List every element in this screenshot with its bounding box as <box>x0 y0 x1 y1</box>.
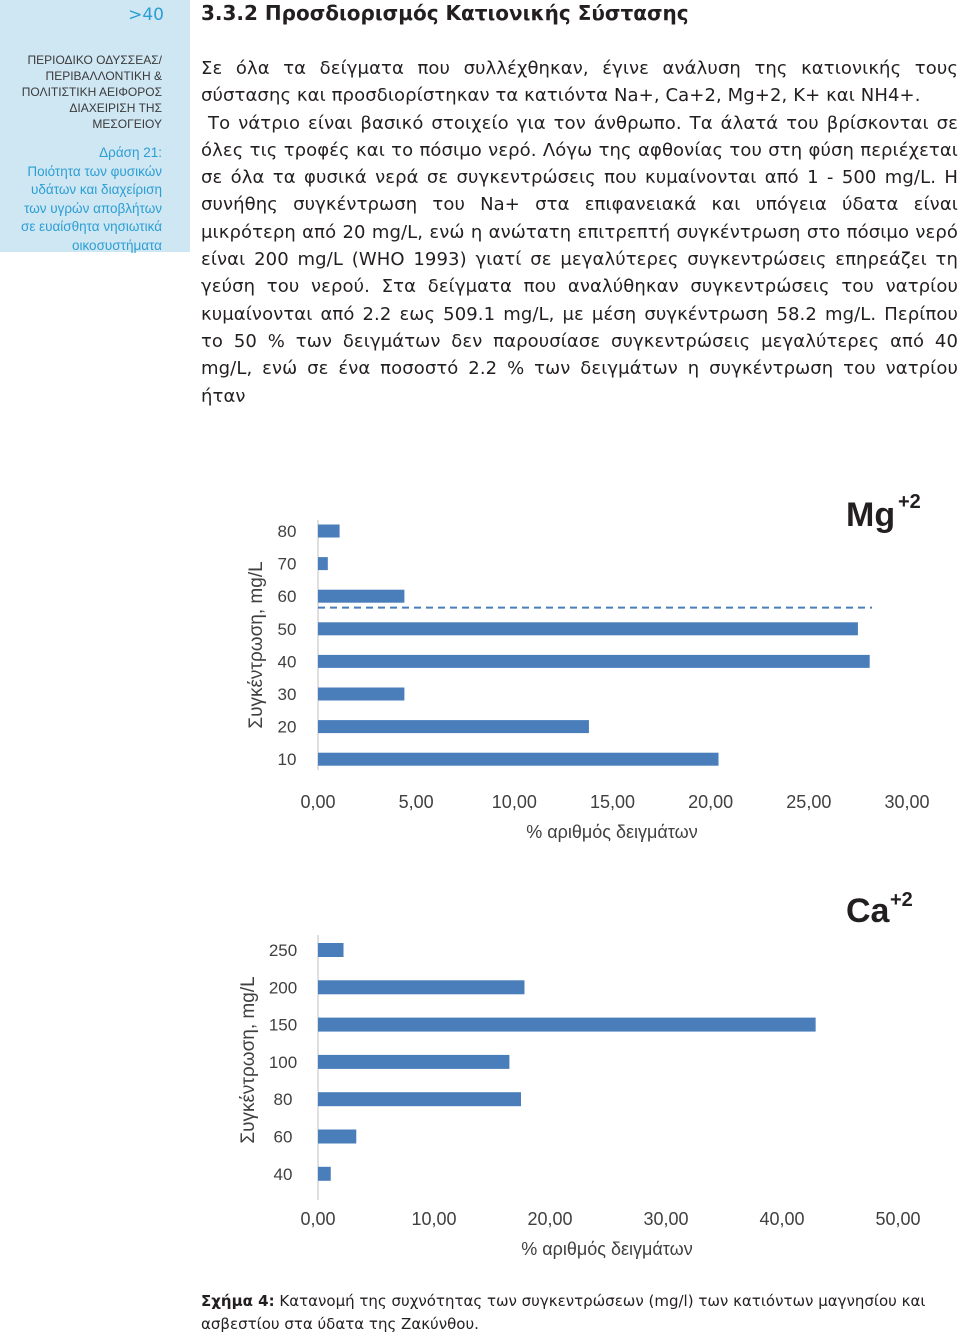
x-tick-label: 30,00 <box>643 1209 688 1229</box>
y-tick-label: 200 <box>269 978 297 997</box>
x-axis-label: % αριθμός δειγμάτων <box>521 1239 692 1259</box>
bar <box>318 1017 816 1032</box>
y-tick-label: 20 <box>278 718 297 737</box>
action-line: Ποιότητα των φυσικών <box>27 163 162 179</box>
bar <box>318 654 870 668</box>
bar <box>318 1129 357 1144</box>
x-tick-label: 0,00 <box>300 792 335 812</box>
bar <box>318 980 525 995</box>
x-tick-label: 40,00 <box>759 1209 804 1229</box>
y-tick-label: 60 <box>274 1128 293 1147</box>
x-tick-label: 10,00 <box>492 792 537 812</box>
y-tick-label: 40 <box>278 652 297 671</box>
y-tick-label: 30 <box>278 685 297 704</box>
chart-title-superscript: +2 <box>898 491 921 513</box>
journal-title: ΠΕΡΙΟΔΙΚΟ ΟΔΥΣΣΕΑΣ/ ΠΕΡΙΒΑΛΛΟΝΤΙΚΗ & ΠΟΛ… <box>0 52 162 132</box>
bar <box>318 943 344 957</box>
x-tick-label: 30,00 <box>884 792 929 812</box>
bar <box>318 524 340 538</box>
y-tick-label: 250 <box>269 941 297 960</box>
paragraph: Το νάτριο είναι βασικό στοιχείο για τον … <box>201 112 958 407</box>
chart-title: Ca <box>846 892 891 930</box>
y-tick-label: 100 <box>269 1053 297 1072</box>
y-tick-label: 50 <box>278 620 297 639</box>
y-tick-label: 150 <box>269 1016 297 1035</box>
magnesium-chart: 80 70 60 50 40 30 20 10 0,00 5,00 10,00 15,00 20,00 2… <box>246 491 930 842</box>
x-tick-label: 20,00 <box>527 1209 572 1229</box>
page-number: >40 <box>0 0 190 30</box>
body-text: Σε όλα τα δείγματα που συλλέχθηκαν, έγιν… <box>201 55 958 410</box>
action-line: σε ευαίσθητα νησιωτικά <box>20 219 162 234</box>
bar <box>318 557 328 571</box>
x-axis-label: % αριθμός δειγμάτων <box>526 822 697 842</box>
journal-line: ΠΕΡΙΒΑΛΛΟΝΤΙΚΗ & <box>45 69 162 83</box>
x-tick-label: 25,00 <box>786 792 831 812</box>
section-title: 3.3.2 Προσδιορισμός Κατιονικής Σύστασης <box>201 1 689 25</box>
y-tick-label: 80 <box>274 1090 293 1109</box>
chart-title-superscript: +2 <box>890 889 913 911</box>
journal-line: ΠΕΡΙΟΔΙΚΟ ΟΔΥΣΣΕΑΣ/ <box>27 53 162 67</box>
bar <box>318 1166 331 1181</box>
x-tick-label: 20,00 <box>688 792 733 812</box>
y-tick-label: 70 <box>278 555 297 574</box>
y-tick-label: 60 <box>278 587 297 606</box>
caption-text: Κατανομή της συχνότητας των συγκεντρώσεω… <box>201 1292 926 1333</box>
bar <box>318 1054 510 1069</box>
bar <box>318 752 719 766</box>
y-tick-label: 40 <box>274 1165 293 1184</box>
paragraph: Σε όλα τα δείγματα που συλλέχθηκαν, έγιν… <box>201 58 958 107</box>
action-line: υδάτων και διαχείριση <box>31 182 162 197</box>
caption-label: Σχήμα 4: <box>201 1292 275 1310</box>
bar <box>318 687 405 701</box>
chart-title: Mg <box>846 496 895 534</box>
y-tick-label: 80 <box>278 522 297 541</box>
bar <box>318 622 858 636</box>
bar <box>318 720 589 734</box>
y-axis-label: Συγκέντρωση, mg/L <box>238 976 259 1143</box>
sidebar: ΠΕΡΙΟΔΙΚΟ ΟΔΥΣΣΕΑΣ/ ΠΕΡΙΒΑΛΛΟΝΤΙΚΗ & ΠΟΛ… <box>0 30 190 255</box>
action-line: των υγρών αποβλήτων <box>24 200 162 216</box>
figure-caption: Σχήμα 4: Κατανομή της συχνότητας των συγ… <box>201 1290 958 1336</box>
x-tick-label: 10,00 <box>411 1209 456 1229</box>
bar <box>318 589 405 603</box>
calcium-chart: 250 200 150 100 80 60 40 0,00 10,00 20,00 30,00 40,… <box>238 889 921 1259</box>
x-tick-label: 50,00 <box>875 1209 920 1229</box>
x-tick-label: 5,00 <box>399 792 434 812</box>
action-line: οικοσυστήματα <box>71 237 162 253</box>
bar <box>318 1092 521 1107</box>
page-header: >40 3.3.2 Προσδιορισμός Κατιονικής Σύστα… <box>0 0 960 30</box>
y-tick-label: 10 <box>278 750 297 769</box>
y-axis-label: Συγκέντρωση, mg/L <box>246 561 267 728</box>
action-line: Δράση 21: <box>99 145 162 160</box>
x-tick-label: 0,00 <box>300 1209 335 1229</box>
journal-line: ΠΟΛΙΤΙΣΤΙΚΗ ΑΕΙΦΟΡΟΣ <box>21 85 162 99</box>
action-title: Δράση 21: Ποιότητα των φυσικών υδάτων κα… <box>0 144 162 255</box>
journal-line: ΔΙΑΧΕΙΡΙΣΗ ΤΗΣ ΜΕΣΟΓΕΙΟΥ <box>69 101 162 131</box>
x-tick-label: 15,00 <box>590 792 635 812</box>
